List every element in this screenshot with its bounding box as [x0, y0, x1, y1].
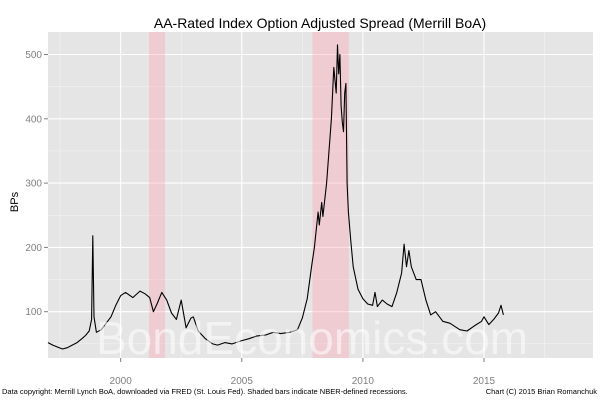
x-tick-label: 2005 — [231, 376, 254, 387]
series-group — [47, 44, 504, 350]
chart-title: AA-Rated Index Option Adjusted Spread (M… — [154, 15, 486, 31]
recession-band — [312, 32, 349, 358]
recession-bands — [149, 32, 349, 358]
y-tick-label: 100 — [25, 307, 42, 318]
y-tick-label: 400 — [25, 114, 42, 125]
grid-minor — [48, 32, 593, 358]
x-tick-label: 2015 — [473, 376, 496, 387]
y-tick-label: 300 — [25, 179, 42, 190]
grid-major — [48, 32, 593, 358]
series-line — [47, 44, 504, 350]
plot-panel — [48, 32, 593, 358]
x-tick-label: 2000 — [110, 376, 133, 387]
recession-band — [149, 32, 165, 358]
y-axis-label: BPs — [9, 191, 21, 212]
x-axis: 2000 2005 2010 2015 — [110, 358, 496, 387]
y-axis: 100 200 300 400 500 — [25, 50, 48, 318]
watermark: BondEconomics.com — [96, 312, 528, 364]
footer-copyright: Chart (C) 2015 Brian Romanchuk — [486, 387, 598, 396]
x-tick-label: 2010 — [352, 376, 375, 387]
y-tick-label: 200 — [25, 243, 42, 254]
footer-source: Data copyright: Merrill Lynch BoA, downl… — [2, 387, 408, 396]
y-tick-label: 500 — [25, 50, 42, 61]
